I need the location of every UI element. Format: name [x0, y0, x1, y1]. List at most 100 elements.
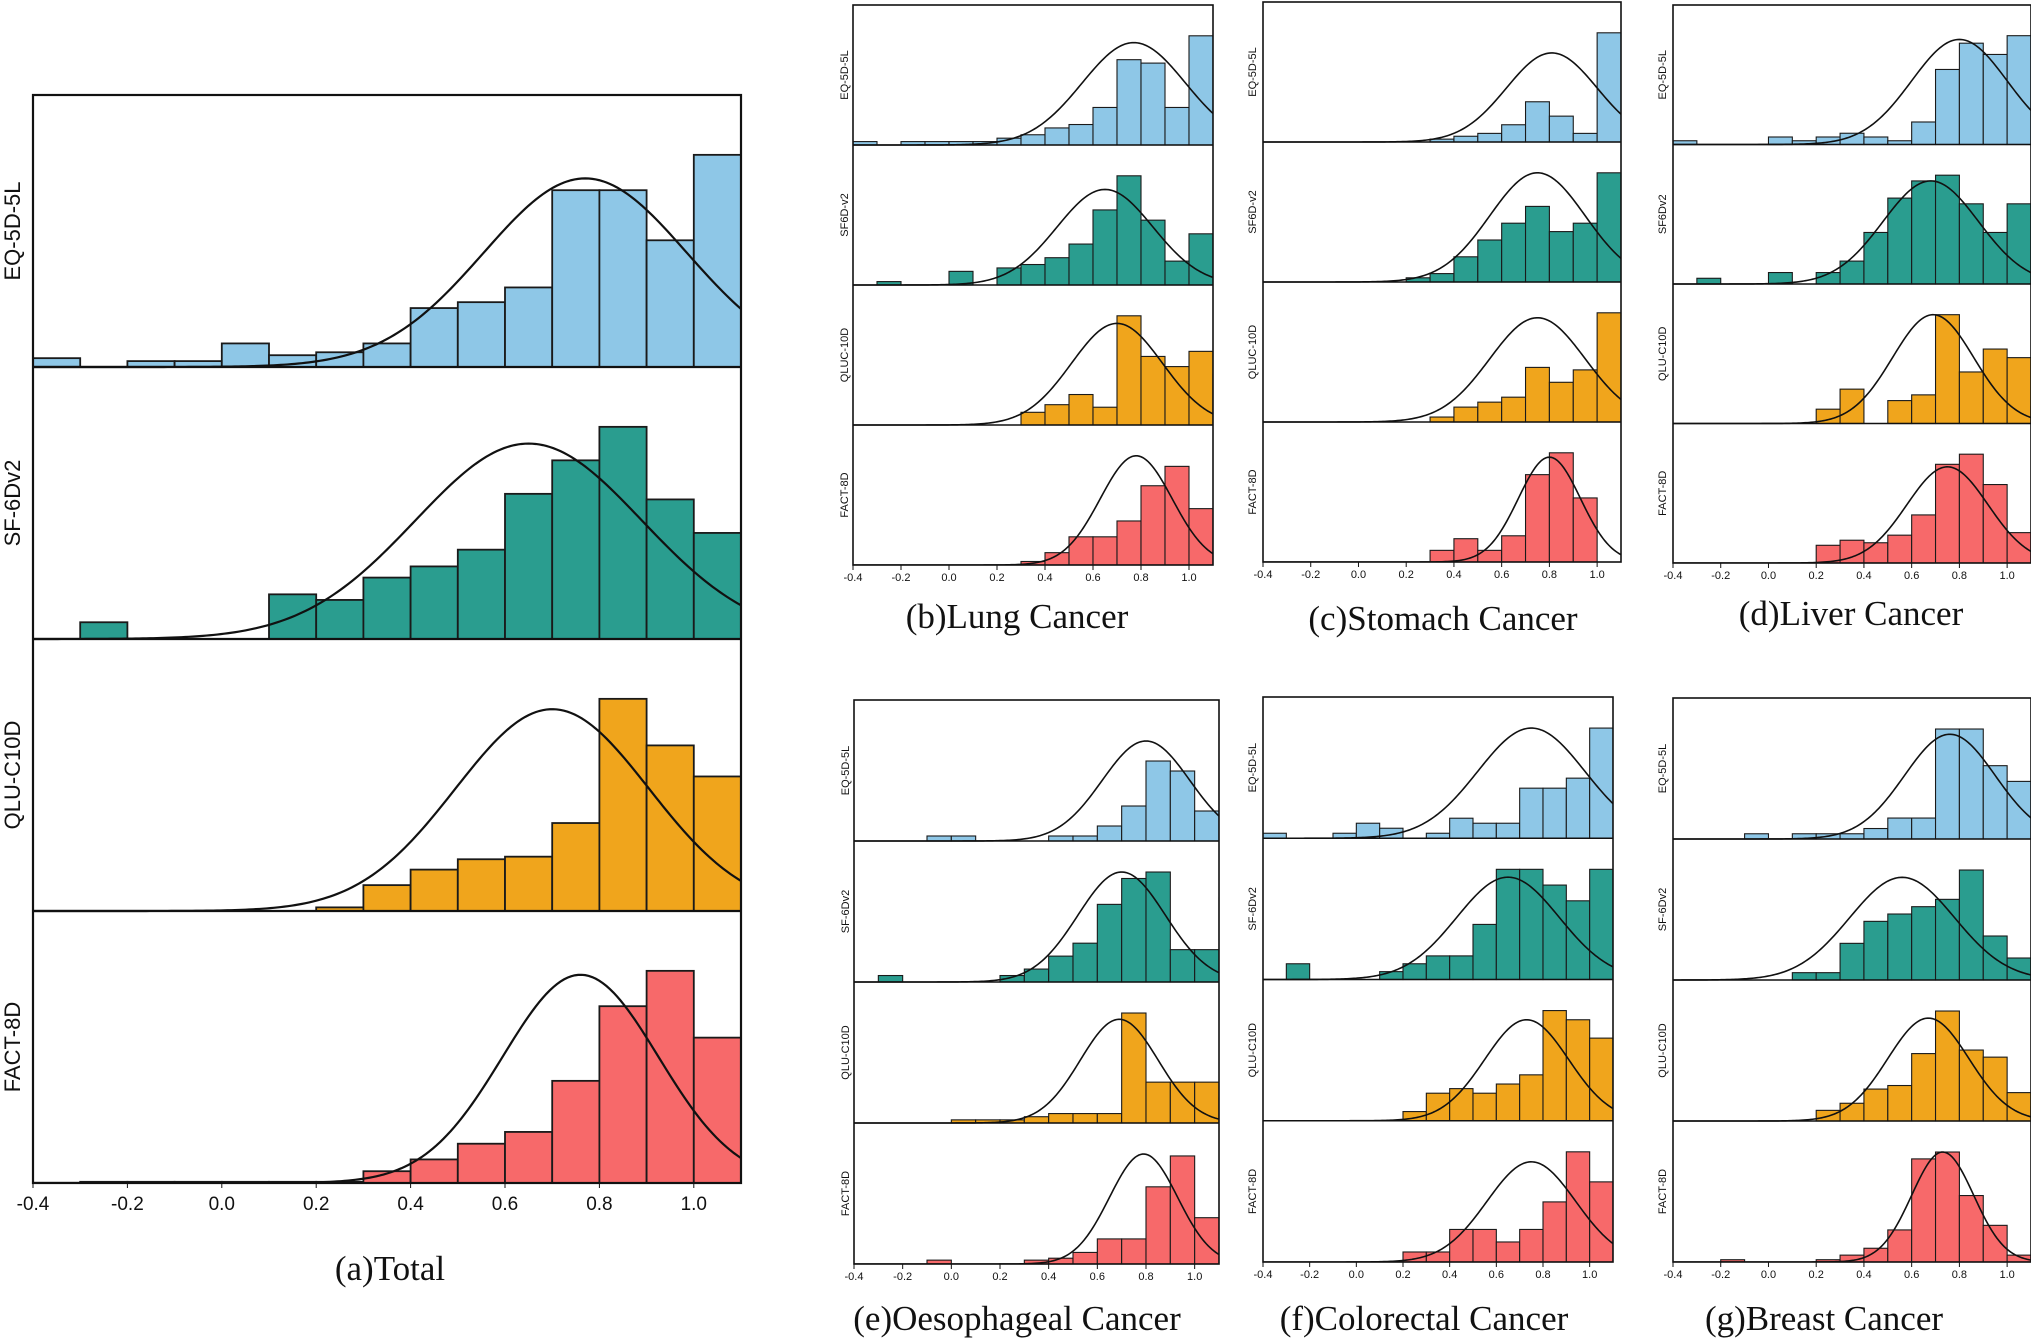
subplot-sf-6dv2	[854, 871, 1219, 983]
histogram-bar	[1696, 277, 1722, 285]
panel-f: EQ-5D-5L SF-6Dv2 QLU-C10D FACT-8D -0.4 -0.2 0.…	[1247, 696, 1614, 1338]
histogram-bar	[362, 576, 412, 640]
x-tick-label: 0.2	[989, 572, 1004, 584]
histogram-bar	[1145, 1186, 1171, 1264]
histogram-bar	[2006, 957, 2031, 981]
histogram-bar	[1449, 817, 1474, 839]
x-tick-label: -0.4	[844, 572, 863, 584]
x-tick-label: -0.4	[1664, 1269, 1683, 1281]
series-label: SF-6Dv2	[1657, 888, 1669, 931]
subplot-fact-8d	[854, 1153, 1219, 1264]
histogram-bar	[2006, 780, 2031, 840]
x-tick-label: 0.8	[1138, 1271, 1153, 1283]
panel-frame	[31, 93, 743, 1185]
x-tick-label: 1.0	[1589, 569, 1604, 581]
x-tick-label: 1.0	[1187, 1271, 1202, 1283]
histogram-bar	[1449, 955, 1474, 981]
panel-d: EQ-5D-5L SF6Dv2 QLU-C10D FACT-8D -0.4 -0.2 0.0…	[1657, 4, 2031, 633]
histogram-bar	[1048, 955, 1074, 983]
histogram-bar	[1164, 465, 1190, 565]
histogram-bar	[1589, 727, 1613, 839]
panel-title: (g)Breast Cancer	[1705, 1299, 1943, 1338]
histogram-bar	[1072, 942, 1098, 983]
histogram-bar	[1429, 549, 1455, 562]
histogram-bar	[1164, 106, 1190, 146]
histogram-bar	[2006, 357, 2031, 425]
series-label: SF-6Dv2	[1247, 887, 1259, 930]
panel-title: (a)Total	[335, 1249, 446, 1288]
panel-title: (c)Stomach Cancer	[1308, 599, 1578, 638]
histogram-bar	[1092, 209, 1118, 286]
histogram-bar	[740, 760, 741, 912]
x-tick-label: 0.8	[586, 1194, 612, 1215]
histogram-bar	[1145, 871, 1171, 983]
x-tick-label: 0.4	[1442, 1269, 1457, 1281]
histogram-bar	[1911, 1053, 1937, 1122]
histogram-bar	[1934, 1010, 1960, 1122]
x-tick-label: 0.6	[1904, 570, 1919, 582]
histogram-bar	[1863, 1088, 1889, 1122]
histogram-bar	[1453, 135, 1479, 143]
histogram-bar	[1565, 1151, 1591, 1262]
histogram-bar	[1524, 474, 1550, 562]
subplot-qlu-c10d	[854, 1012, 1219, 1124]
subplot-fact-8d	[1673, 1151, 2031, 1262]
histogram-bar	[1887, 534, 1913, 563]
histogram-bar	[409, 565, 459, 640]
panel-a: EQ-5D-5L SF-6Dv2 QLU-C10D FACT-8D -0.4 -0.2 0.…	[0, 93, 743, 1288]
x-tick-label: 1.0	[1999, 570, 2014, 582]
x-tick-label: 0.0	[1761, 570, 1776, 582]
x-tick-label: 0.8	[1542, 569, 1557, 581]
histogram-bar	[1169, 1081, 1196, 1124]
x-tick-label: 0.2	[303, 1194, 329, 1215]
histogram-bar	[877, 974, 904, 983]
series-label: EQ-5D-5L	[840, 746, 852, 796]
histogram-bar	[409, 307, 459, 368]
series-label: EQ-5D-5L	[1247, 47, 1259, 97]
histogram-bar	[504, 855, 554, 912]
histogram-bar	[1596, 32, 1621, 143]
histogram-bar	[1425, 1092, 1451, 1122]
x-tick-label: 0.6	[1494, 569, 1509, 581]
histogram-bar	[1068, 243, 1094, 286]
x-tick-label: 0.4	[1037, 572, 1052, 584]
histogram-bar	[456, 858, 506, 912]
histogram-bar	[1020, 263, 1046, 286]
histogram-bar	[1863, 827, 1889, 840]
subplot-qluc-10d	[1263, 312, 1621, 423]
histogram-bar	[1519, 1228, 1544, 1262]
subplot-sf6d-v2	[853, 175, 1213, 286]
x-tick-label: 0.2	[1809, 1269, 1824, 1281]
histogram-bar	[1958, 1049, 1984, 1122]
histogram-bar	[1589, 868, 1613, 981]
subplot-fact-8d	[1263, 452, 1621, 562]
normal-curve	[33, 973, 741, 1183]
histogram-bar	[362, 884, 412, 912]
histogram-bar	[740, 1162, 741, 1183]
histogram-bar	[1863, 920, 1889, 981]
histogram-bar	[1596, 312, 1621, 423]
histogram-bar	[1116, 520, 1142, 565]
histogram-bar	[692, 775, 741, 912]
histogram-bar	[1472, 1228, 1497, 1262]
histogram-bar	[1096, 1113, 1123, 1124]
histogram-bar	[1188, 35, 1213, 146]
histogram-bar	[456, 1142, 506, 1183]
x-tick-label: 0.8	[1535, 1269, 1550, 1281]
histogram-bar	[1548, 115, 1574, 143]
subplot-eq-5d-5l	[1263, 727, 1613, 840]
histogram-bar	[1863, 136, 1889, 146]
series-label: FACT-8D	[839, 472, 851, 517]
histogram-bar	[1982, 348, 2008, 425]
normal-curve	[1673, 1151, 2031, 1262]
x-tick-label: 0.8	[1952, 570, 1967, 582]
histogram-bar	[1425, 955, 1451, 981]
histogram-bar	[1169, 949, 1196, 983]
histogram-bar	[1542, 787, 1567, 839]
histogram-bar	[1164, 260, 1190, 286]
histogram-bar	[1218, 1246, 1219, 1264]
histogram-bar	[1887, 817, 1913, 840]
subplot-sf6dv2	[1673, 174, 2031, 285]
histogram-bar	[1911, 180, 1937, 285]
